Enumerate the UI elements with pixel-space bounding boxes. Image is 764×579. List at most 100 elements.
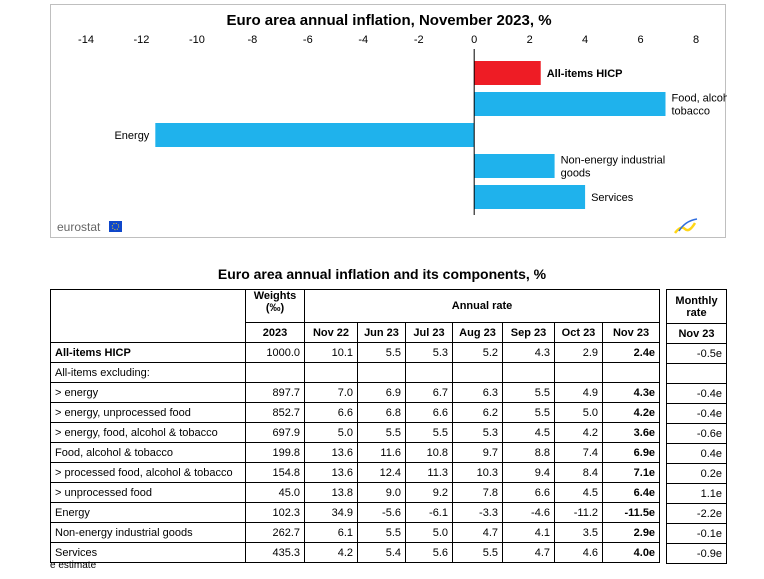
table-row: Food, alcohol & tobacco 199.8 13.6 11.6 10.8… bbox=[50, 442, 661, 463]
x-tick-label: -2 bbox=[414, 34, 424, 46]
month-header: Aug 23 bbox=[452, 322, 503, 343]
row-label: > energy, unprocessed food bbox=[50, 402, 246, 423]
annual-rate-cell: 5.5 bbox=[452, 542, 503, 563]
annual-rate-cell: 13.6 bbox=[304, 442, 358, 463]
row-label: All-items HICP bbox=[50, 342, 246, 363]
annual-rate-cell: 5.3 bbox=[405, 342, 453, 363]
annual-rate-cell: 9.4 bbox=[502, 462, 555, 483]
annual-rate-cell: 5.0 bbox=[554, 402, 603, 423]
annual-rate-cell: 7.0 bbox=[304, 382, 358, 403]
table-row: 1.1e bbox=[666, 483, 727, 504]
annual-rate-cell: 9.2 bbox=[405, 482, 453, 503]
annual-rate-cell: 5.5 bbox=[357, 422, 406, 443]
monthly-rate-cell: 1.1e bbox=[666, 483, 727, 504]
header-row: Nov 23 bbox=[666, 323, 727, 344]
monthly-rate-cell: -0.4e bbox=[666, 403, 727, 424]
bar-chart: Euro area annual inflation, November 202… bbox=[57, 12, 728, 234]
annual-rate-cell: 4.7 bbox=[502, 542, 555, 563]
weight-cell: 852.7 bbox=[245, 402, 305, 423]
annual-rate-cell: 4.1 bbox=[502, 522, 555, 543]
annual-rate-cell bbox=[405, 362, 453, 383]
bar bbox=[155, 123, 475, 147]
x-tick-label: 6 bbox=[637, 34, 643, 46]
row-label: > energy, food, alcohol & tobacco bbox=[50, 422, 246, 443]
weight-cell: 199.8 bbox=[245, 442, 305, 463]
annual-rate-cell: 5.0 bbox=[304, 422, 358, 443]
monthly-rate-table: Monthly rate Nov 23 -0.5e -0.4e -0.4e -0.6e 0.4… bbox=[666, 289, 727, 564]
annual-rate-cell: 34.9 bbox=[304, 502, 358, 523]
monthly-rate-cell: 0.2e bbox=[666, 463, 727, 484]
x-tick-label: -10 bbox=[189, 34, 205, 46]
monthly-header: Monthly rate bbox=[666, 289, 727, 324]
annual-rate-cell: 4.5 bbox=[554, 482, 603, 503]
x-tick-label: -4 bbox=[358, 34, 368, 46]
table-row: > energy 897.7 7.0 6.9 6.7 6.3 5.5 4.9 4.3e bbox=[50, 382, 661, 403]
table-row: Services 435.3 4.2 5.4 5.6 5.5 4.7 4.6 4.0e bbox=[50, 542, 661, 563]
annual-rate-cell bbox=[502, 362, 555, 383]
row-label: > energy bbox=[50, 382, 246, 403]
table-row: > energy, unprocessed food 852.7 6.6 6.8 6.6… bbox=[50, 402, 661, 423]
chart-panel: Euro area annual inflation, November 202… bbox=[50, 4, 728, 238]
weights-year-header: 2023 bbox=[245, 322, 305, 343]
row-label: All-items excluding: bbox=[50, 362, 246, 383]
annual-rate-cell: 4.2e bbox=[601, 402, 661, 423]
annual-rate-cell: 7.4 bbox=[554, 442, 603, 463]
bar-label: Food, alcohol & bbox=[672, 93, 728, 105]
weight-cell: 102.3 bbox=[245, 502, 305, 523]
annual-rate-cell: 5.3 bbox=[452, 422, 503, 443]
monthly-header-line1: Monthly bbox=[675, 294, 718, 307]
annual-rate-cell: 6.9 bbox=[357, 382, 406, 403]
month-header: Jul 23 bbox=[405, 322, 453, 343]
annual-rate-cell: 3.6e bbox=[601, 422, 661, 443]
month-header: Nov 23 bbox=[601, 322, 661, 343]
table-title: Euro area annual inflation and its compo… bbox=[217, 266, 547, 282]
annual-rate-cell: 6.7 bbox=[405, 382, 453, 403]
annual-rate-cell: -3.3 bbox=[452, 502, 503, 523]
annual-rate-cell: 5.5 bbox=[502, 402, 555, 423]
monthly-rate-cell: -0.6e bbox=[666, 423, 727, 444]
annual-rate-cell: 4.2 bbox=[304, 542, 358, 563]
annual-rate-header: Annual rate bbox=[303, 289, 661, 323]
header-blank-cell bbox=[50, 289, 246, 343]
row-label: Food, alcohol & tobacco bbox=[50, 442, 246, 463]
monthly-rate-cell: -2.2e bbox=[666, 503, 727, 524]
bar-label: tobacco bbox=[672, 106, 711, 118]
table-row: -2.2e bbox=[666, 503, 727, 524]
annual-rate-cell: 6.1 bbox=[304, 522, 358, 543]
weight-cell: 262.7 bbox=[245, 522, 305, 543]
table-row: Non-energy industrial goods 262.7 6.1 5.5 5.… bbox=[50, 522, 661, 543]
annual-rate-cell bbox=[554, 362, 603, 383]
bar bbox=[474, 154, 555, 178]
monthly-rate-cell: -0.1e bbox=[666, 523, 727, 544]
month-header: Oct 23 bbox=[554, 322, 603, 343]
annual-rate-cell: 6.6 bbox=[405, 402, 453, 423]
eurostat-mark-icon bbox=[674, 222, 697, 234]
bar-label: Energy bbox=[114, 130, 149, 142]
annual-rate-cell: 5.6 bbox=[405, 542, 453, 563]
annual-rate-cell: 5.5 bbox=[357, 342, 406, 363]
annual-rate-cell: 13.8 bbox=[304, 482, 358, 503]
annual-rate-cell: 4.9 bbox=[554, 382, 603, 403]
monthly-rate-cell: 0.4e bbox=[666, 443, 727, 464]
annual-rate-cell: 5.5 bbox=[502, 382, 555, 403]
annual-rate-cell: 5.5 bbox=[405, 422, 453, 443]
annual-rate-cell: 12.4 bbox=[357, 462, 406, 483]
annual-rate-cell: 4.2 bbox=[554, 422, 603, 443]
annual-rate-cell: 4.3 bbox=[502, 342, 555, 363]
footnote: e estimate bbox=[50, 560, 97, 571]
x-tick-label: -14 bbox=[78, 34, 94, 46]
annual-rate-cell: 7.8 bbox=[452, 482, 503, 503]
annual-rate-cell bbox=[304, 362, 358, 383]
monthly-rate-cell bbox=[666, 363, 727, 384]
annual-rate-cell: 9.0 bbox=[357, 482, 406, 503]
bar-label: Non-energy industrial bbox=[561, 155, 666, 167]
annual-rate-cell: 6.3 bbox=[452, 382, 503, 403]
table-row: Energy 102.3 34.9 -5.6 -6.1 -3.3 -4.6 -11.2 -11.… bbox=[50, 502, 661, 523]
x-tick-label: 4 bbox=[582, 34, 588, 46]
table-row: > unprocessed food 45.0 13.8 9.0 9.2 7.8 6.6 4.… bbox=[50, 482, 661, 503]
month-header: Sep 23 bbox=[502, 322, 555, 343]
row-label: Energy bbox=[50, 502, 246, 523]
annual-rate-cell: 9.7 bbox=[452, 442, 503, 463]
x-tick-label: -6 bbox=[303, 34, 313, 46]
inflation-table: Weights (‰) Annual rate 2023 Nov 22 Jun 23 Jul… bbox=[50, 289, 661, 563]
